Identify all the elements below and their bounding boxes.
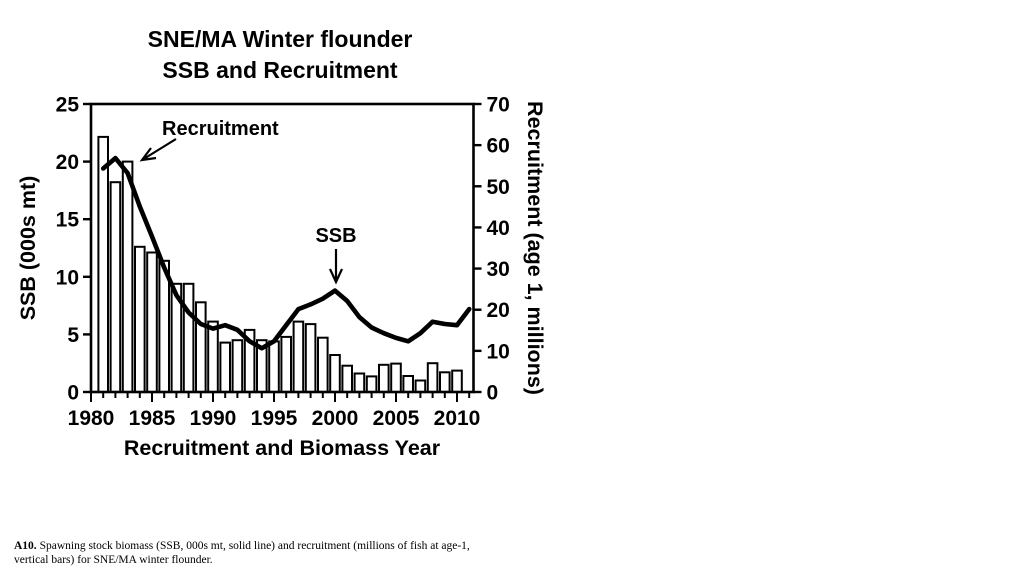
x-axis-tick-label: 1985 bbox=[129, 407, 176, 430]
left-axis-title: SSB (000s mt) bbox=[16, 176, 40, 321]
left-axis-tick-label: 5 bbox=[67, 324, 79, 347]
plot-frame bbox=[89, 102, 475, 394]
right-axis-tick-label: 70 bbox=[487, 94, 510, 117]
recruitment-bar bbox=[207, 320, 219, 394]
left-axis-tick-label: 15 bbox=[56, 209, 80, 232]
figure-caption: A10. Spawning stock biomass (SSB, 000s m… bbox=[14, 540, 488, 567]
plot-frame-group bbox=[89, 102, 475, 394]
left-axis-tick-label: 0 bbox=[67, 382, 79, 405]
recruitment-bar bbox=[402, 375, 414, 393]
ssb-annotation: SSB bbox=[315, 225, 357, 285]
right-axis-tick-label: 50 bbox=[487, 176, 510, 199]
x-axis-tick-label: 2010 bbox=[434, 407, 481, 430]
x-axis-tick-label: 1980 bbox=[68, 407, 115, 430]
recruitment-bar bbox=[231, 339, 244, 394]
recruitment-annotation-arrow-icon bbox=[139, 138, 177, 162]
recruitment-bars bbox=[97, 135, 463, 394]
right-axis-tick-label: 10 bbox=[487, 340, 510, 363]
left-axis-tick-label: 10 bbox=[56, 266, 79, 289]
recruitment-bar bbox=[182, 282, 195, 393]
recruitment-bar bbox=[292, 320, 305, 394]
recruitment-bar bbox=[146, 251, 158, 393]
recruitment-bar bbox=[329, 354, 341, 393]
figure-caption-text: Spawning stock biomass (SSB, 000s mt, so… bbox=[14, 540, 470, 566]
right-axis-tick-label: 0 bbox=[487, 382, 499, 405]
recruitment-bar bbox=[451, 369, 463, 394]
x-axis-tick-label: 2000 bbox=[312, 407, 359, 430]
ssb-annotation-label: SSB bbox=[315, 225, 356, 247]
figure-caption-number: A10. bbox=[14, 540, 37, 552]
recruitment-bar bbox=[341, 364, 353, 394]
ssb-annotation-arrow-icon bbox=[329, 249, 343, 285]
recruitment-bar bbox=[390, 362, 402, 394]
recruitment-bar bbox=[365, 375, 378, 393]
right-axis-tick-label: 60 bbox=[487, 135, 510, 158]
chart-title: SNE/MA Winter flounder SSB and Recruitme… bbox=[0, 24, 560, 86]
recruitment-bar bbox=[280, 335, 292, 393]
ssb-line-group bbox=[100, 155, 472, 351]
x-axis-title: Recruitment and Biomass Year bbox=[124, 436, 441, 460]
ssb-line bbox=[100, 155, 472, 351]
recruitment-bar bbox=[378, 363, 390, 393]
recruitment-bar bbox=[317, 336, 329, 394]
recruitment-bar bbox=[134, 245, 146, 393]
recruitment-bar bbox=[439, 371, 451, 393]
left-axis-tick-label: 20 bbox=[56, 151, 79, 174]
recruitment-bar bbox=[219, 341, 231, 394]
chart-title-line1: SNE/MA Winter flounder bbox=[147, 26, 413, 52]
recruitment-bar bbox=[121, 160, 134, 393]
recruitment-bar bbox=[97, 135, 110, 393]
right-axis-tick-label: 40 bbox=[487, 217, 510, 240]
recruitment-bar bbox=[426, 362, 439, 394]
recruitment-bar bbox=[268, 340, 280, 393]
x-axis-tick-label: 1995 bbox=[251, 407, 298, 430]
right-axis-tick-label: 30 bbox=[487, 258, 510, 281]
right-axis-title: Recruitment (age 1, millions) bbox=[523, 101, 547, 395]
x-axis-tick-label: 2005 bbox=[373, 407, 420, 430]
left-axis-tick-label: 25 bbox=[56, 94, 80, 117]
recruitment-bar bbox=[304, 323, 317, 394]
recruitment-bar bbox=[414, 379, 427, 393]
recruitment-annotation: Recruitment bbox=[139, 118, 279, 162]
chart-title-line2: SSB and Recruitment bbox=[162, 57, 398, 83]
right-axis-tick-label: 20 bbox=[487, 299, 510, 322]
recruitment-bar bbox=[353, 372, 366, 393]
recruitment-annotation-label: Recruitment bbox=[162, 118, 279, 140]
tick-group: 0 5 10 15 20 25 0 10 20 30 40 50 60 70 1980 1985 1990 199… bbox=[56, 94, 510, 431]
chart-svg: 0 5 10 15 20 25 0 10 20 30 40 50 60 70 1980 1985 1990 199… bbox=[16, 94, 547, 461]
recruitment-bar bbox=[195, 301, 207, 393]
recruitment-bar bbox=[109, 181, 122, 393]
x-axis-tick-label: 1990 bbox=[190, 407, 237, 430]
